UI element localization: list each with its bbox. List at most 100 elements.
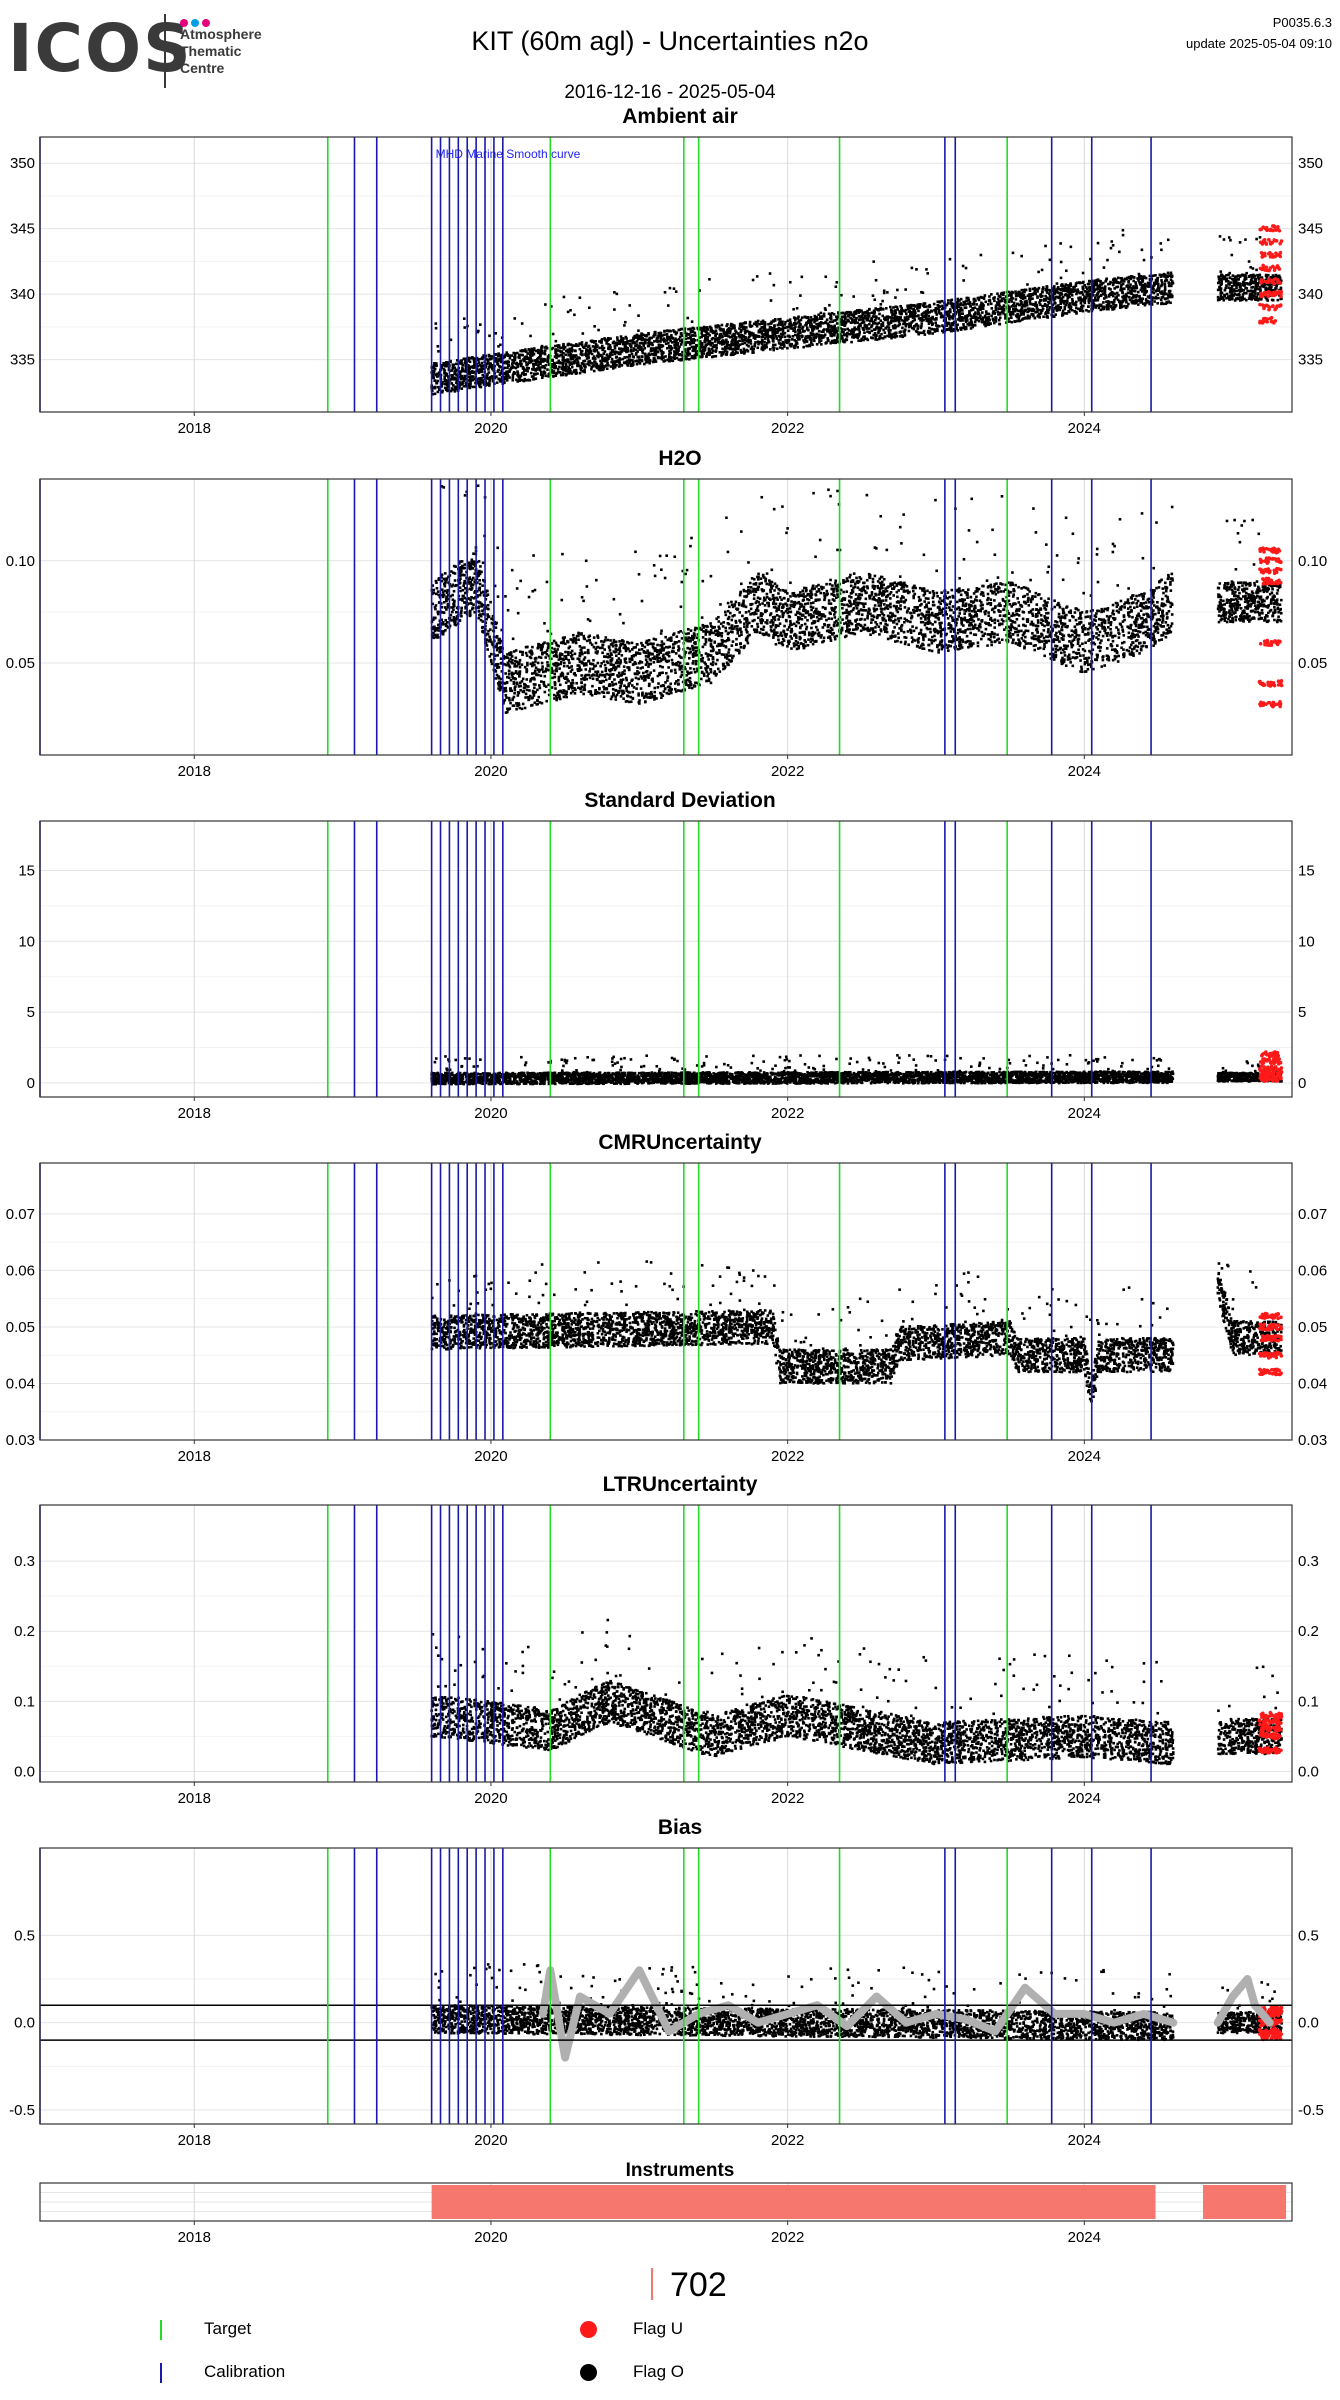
data-point (930, 309, 933, 312)
data-point (1114, 297, 1117, 300)
data-point (813, 318, 816, 321)
data-point (444, 380, 447, 383)
data-point (801, 335, 804, 338)
data-point (757, 320, 760, 323)
data-point (533, 347, 536, 350)
data-point (463, 326, 466, 329)
data-point (1104, 288, 1107, 291)
data-point (1122, 283, 1125, 286)
data-point (616, 336, 619, 339)
data-point (1165, 279, 1168, 282)
data-point (1170, 278, 1173, 281)
data-point (593, 360, 596, 363)
data-point (754, 341, 757, 344)
data-point (544, 349, 547, 352)
data-point (640, 355, 643, 358)
data-point (1032, 288, 1035, 291)
data-point (803, 341, 806, 344)
data-point (1047, 301, 1050, 304)
data-point (1020, 301, 1023, 304)
data-point (743, 352, 746, 355)
data-point (734, 329, 737, 332)
data-point (1038, 309, 1041, 312)
data-point (774, 318, 777, 321)
data-point (708, 278, 711, 281)
data-point (530, 348, 533, 351)
data-point (728, 344, 731, 347)
data-point (703, 328, 706, 331)
data-point (933, 328, 936, 331)
data-point (894, 311, 897, 314)
data-point (941, 305, 944, 308)
data-point (787, 339, 790, 342)
data-point (532, 363, 535, 366)
data-point (667, 304, 670, 307)
data-point (1081, 291, 1084, 294)
data-point (935, 324, 938, 327)
data-point (509, 357, 512, 360)
data-point (757, 340, 760, 343)
data-point (677, 348, 680, 351)
data-point (924, 305, 927, 308)
data-point (602, 352, 605, 355)
data-point (1083, 284, 1086, 287)
data-point (813, 328, 816, 331)
data-point (962, 304, 965, 307)
data-point (825, 341, 828, 344)
data-point (589, 348, 592, 351)
data-point (844, 317, 847, 320)
data-point (857, 326, 860, 329)
data-point (460, 378, 463, 381)
data-point (554, 345, 557, 348)
data-point (705, 355, 708, 358)
data-point (719, 327, 722, 330)
data-point (1168, 282, 1171, 285)
data-point (883, 335, 886, 338)
data-point (434, 368, 437, 371)
data-point (801, 327, 804, 330)
data-point (769, 348, 772, 351)
data-point (826, 318, 829, 321)
data-point (878, 317, 881, 320)
data-point (983, 296, 986, 299)
data-point (836, 322, 839, 325)
data-point (962, 323, 965, 326)
data-point (601, 338, 604, 341)
data-point (762, 349, 765, 352)
data-point (883, 317, 886, 320)
data-point (597, 351, 600, 354)
data-point (1081, 307, 1084, 310)
data-point (789, 343, 792, 346)
data-point (819, 325, 822, 328)
data-point (566, 360, 569, 363)
data-point (506, 367, 509, 370)
data-point (604, 338, 607, 341)
data-point (620, 335, 623, 338)
data-point (709, 326, 712, 329)
data-point (1127, 281, 1130, 284)
data-point (941, 314, 944, 317)
data-point (694, 356, 697, 359)
data-point (1064, 312, 1067, 315)
data-point (875, 327, 878, 330)
data-point (949, 258, 952, 261)
data-point (959, 327, 962, 330)
data-point (487, 368, 490, 371)
data-point (536, 372, 539, 375)
data-point (1167, 239, 1170, 242)
data-point (1060, 277, 1063, 280)
data-point (874, 319, 877, 322)
data-point (1008, 301, 1011, 304)
data-point (687, 328, 690, 331)
data-point (1153, 283, 1156, 286)
data-point (725, 342, 728, 345)
data-point (660, 337, 663, 340)
data-point (730, 341, 733, 344)
data-point (1095, 283, 1098, 286)
data-point (497, 345, 500, 348)
data-point (596, 345, 599, 348)
data-point (592, 357, 595, 360)
data-point (1023, 317, 1026, 320)
data-point (678, 358, 681, 361)
data-point (743, 348, 746, 351)
